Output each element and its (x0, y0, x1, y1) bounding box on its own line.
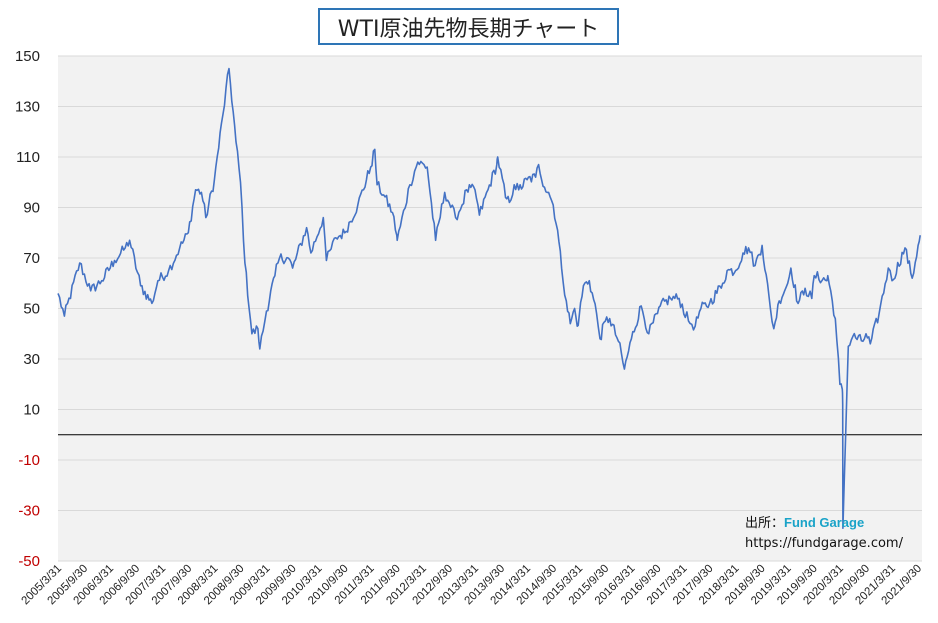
y-tick-label: -30 (18, 503, 40, 520)
y-tick-label: 50 (23, 301, 40, 318)
y-tick-label: 70 (23, 250, 40, 267)
chart-title: WTI原油先物長期チャート (318, 8, 619, 45)
source-label: 出所： (745, 516, 785, 531)
y-tick-label: 150 (15, 48, 40, 65)
y-tick-label: 10 (23, 402, 40, 419)
y-tick-label: 30 (23, 351, 40, 368)
y-tick-label: 130 (15, 99, 40, 116)
series-line (57, 67, 921, 529)
y-tick-label: -50 (18, 553, 40, 570)
gridlines (58, 55, 922, 562)
source-url[interactable]: https://fundgarage.com/ (745, 536, 903, 551)
source-credit: 出所：Fund Garage (745, 512, 864, 531)
source-brand[interactable]: Fund Garage (784, 515, 865, 530)
y-tick-label: 90 (23, 200, 40, 217)
x-axis: 2005/3/312005/9/302006/3/312006/9/302007… (19, 563, 924, 608)
y-tick-label: -10 (18, 452, 40, 469)
y-tick-label: 110 (16, 149, 40, 166)
y-axis: 150 130 110 90 70 50 30 10 -10 -30 -50 (15, 48, 40, 570)
